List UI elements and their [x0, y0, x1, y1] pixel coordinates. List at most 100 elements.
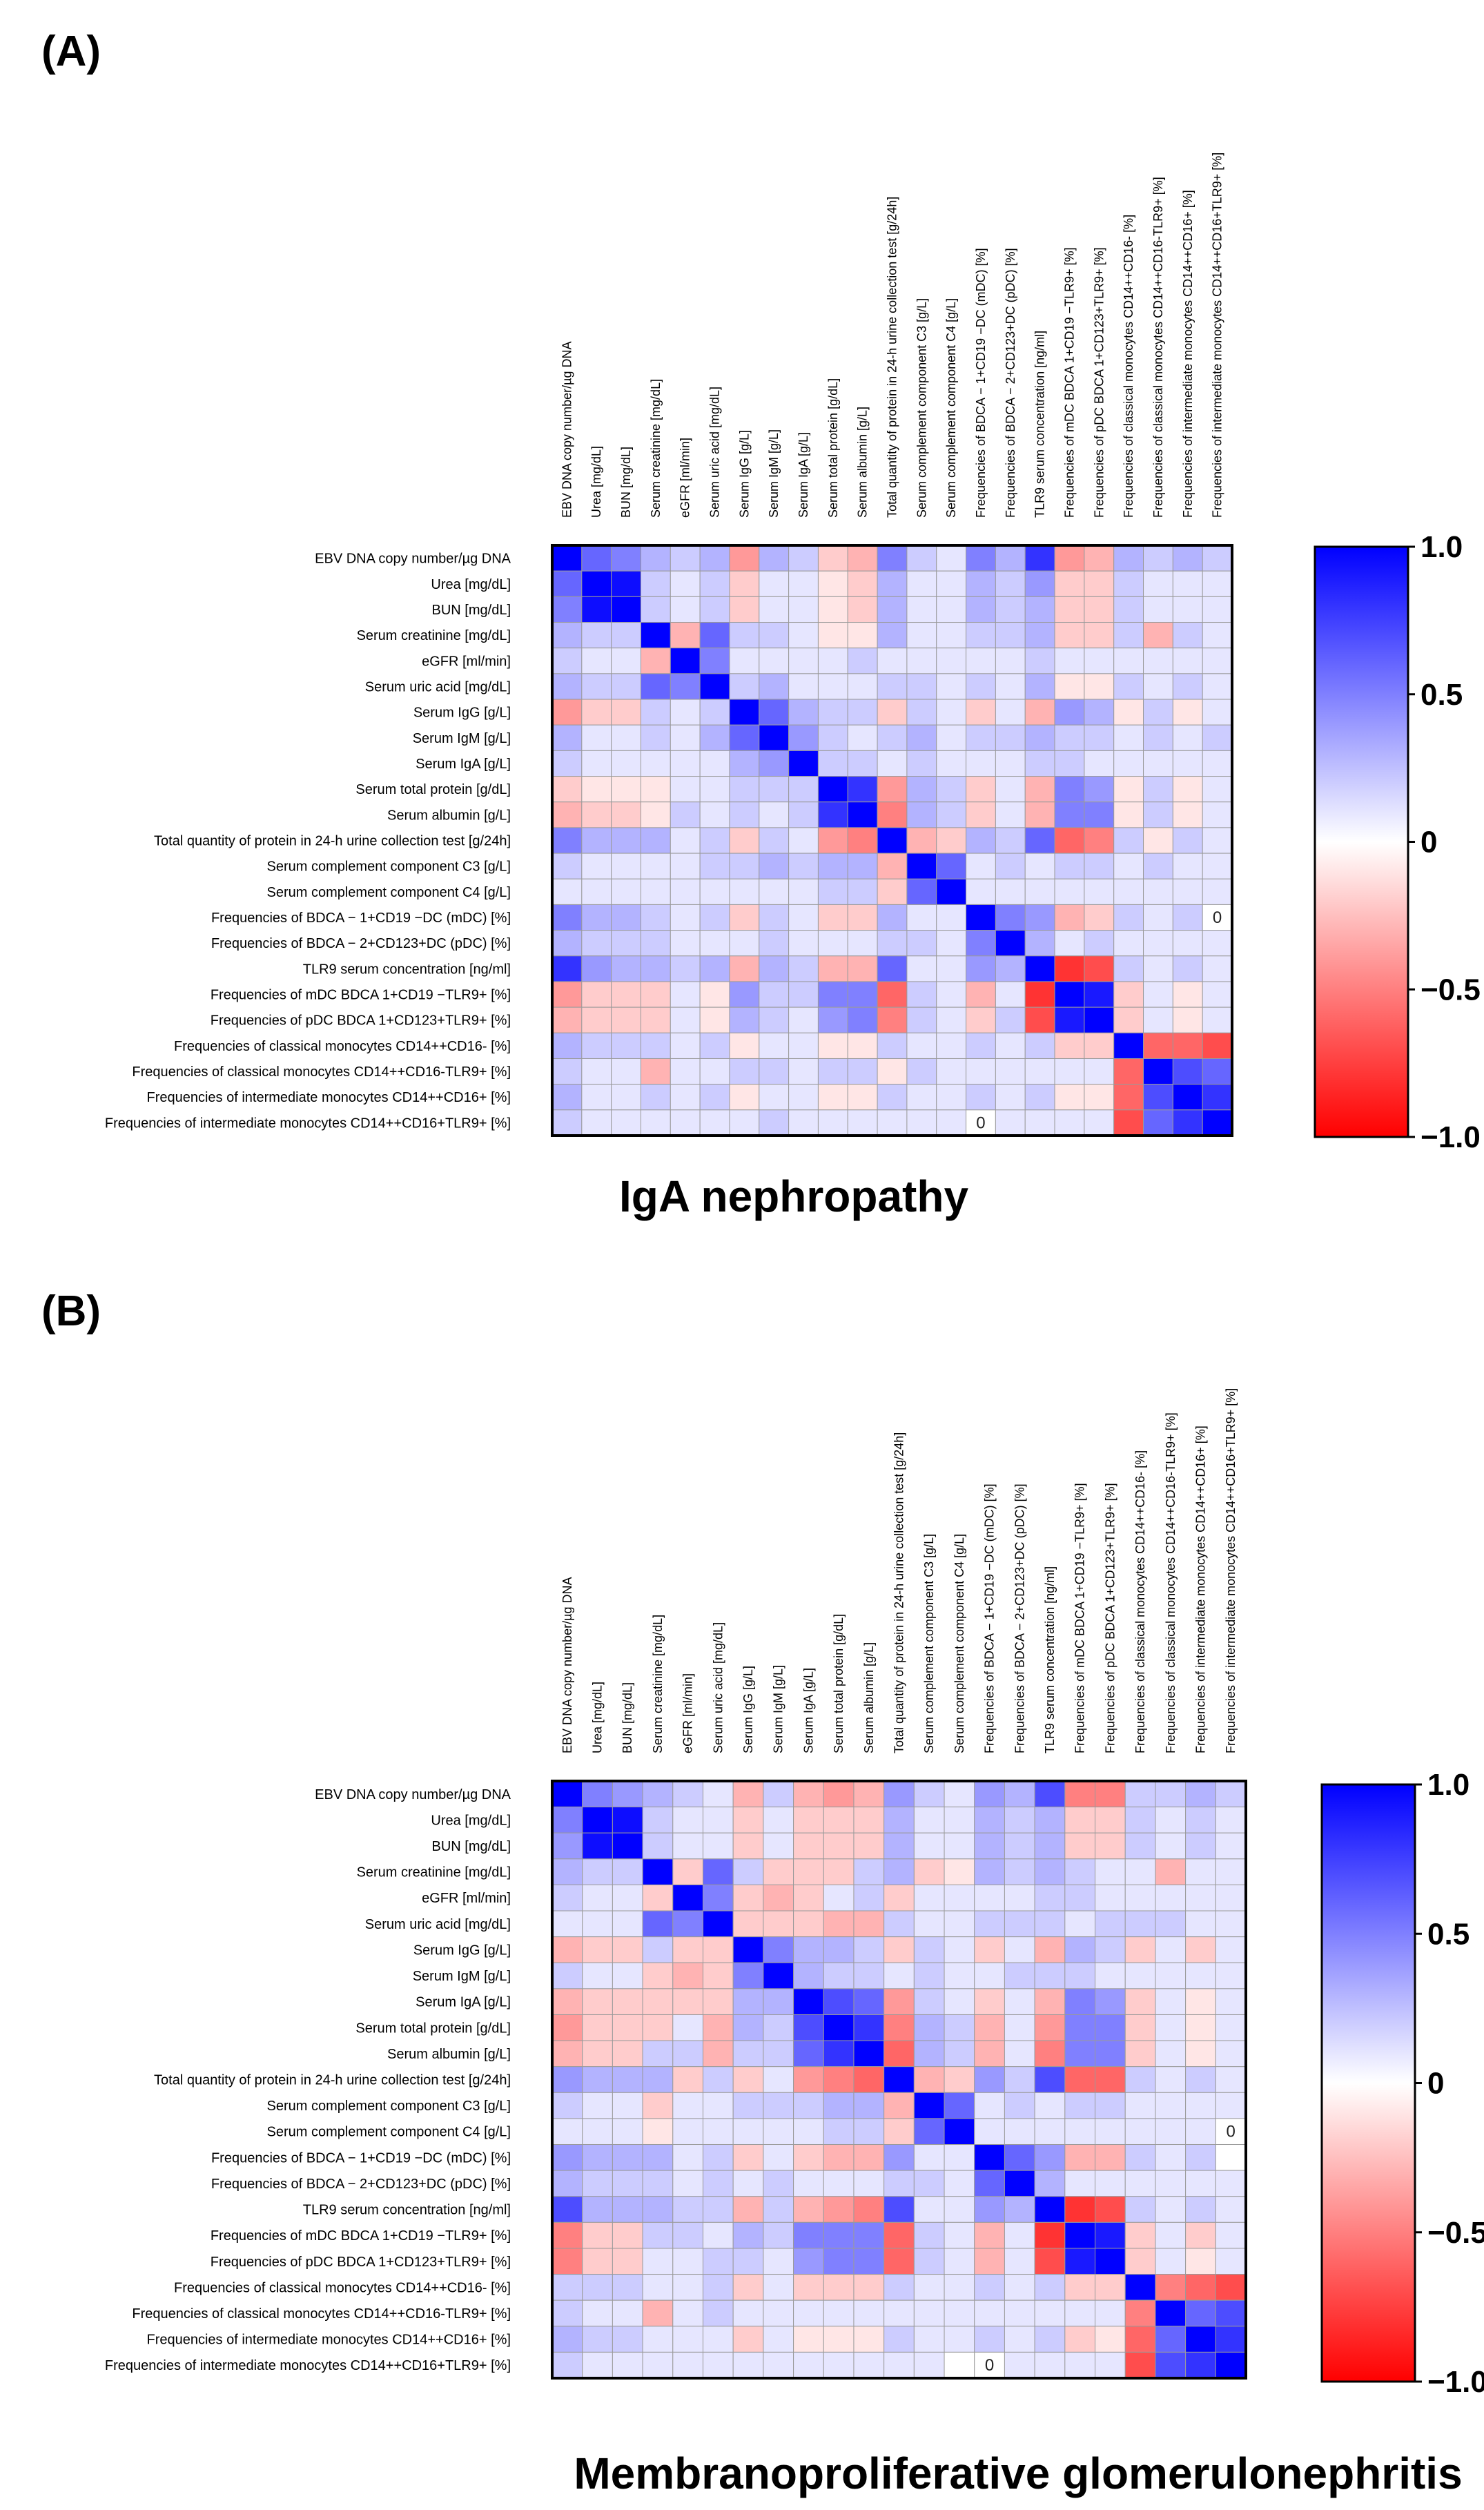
heatmap-cell	[732, 1807, 764, 1833]
heatmap-cell	[1143, 981, 1173, 1008]
heatmap-cell	[788, 699, 819, 726]
heatmap-cell	[642, 1832, 674, 1860]
heatmap-cell	[974, 2066, 1005, 2093]
heatmap-cell	[944, 1962, 975, 1989]
heatmap-cell	[974, 2326, 1005, 2353]
heatmap-cell	[729, 776, 760, 803]
heatmap-cell	[995, 622, 1026, 649]
heatmap-cell	[1113, 699, 1144, 726]
heatmap-cell	[1064, 2040, 1096, 2068]
heatmap-cell	[1113, 570, 1144, 597]
heatmap-cell	[551, 1780, 583, 1808]
heatmap-cell	[1004, 2299, 1035, 2327]
heatmap-cell	[1113, 930, 1144, 957]
heatmap-cell	[1113, 673, 1144, 700]
heatmap-cell	[611, 545, 641, 572]
heatmap-cell	[763, 2040, 794, 2068]
heatmap-cell	[1095, 2144, 1126, 2171]
heatmap-cell	[642, 2248, 674, 2275]
heatmap-cell	[1034, 2221, 1066, 2249]
heatmap-cell	[1143, 1084, 1173, 1111]
heatmap-cell	[793, 2144, 824, 2171]
heatmap-cell	[847, 673, 878, 700]
heatmap-cell	[763, 2248, 794, 2275]
heatmap-cell	[1095, 2326, 1126, 2353]
heatmap-cell	[906, 570, 937, 597]
heatmap-cell	[1064, 2092, 1096, 2119]
heatmap-cell	[817, 1084, 848, 1111]
heatmap-cell	[817, 596, 848, 623]
heatmap-cell	[877, 801, 908, 828]
colorbar-tick-label: 0.5	[1420, 678, 1463, 712]
heatmap-cell	[1024, 981, 1055, 1008]
heatmap-cell	[581, 596, 612, 623]
heatmap-cell	[1172, 1109, 1203, 1136]
heatmap-cell	[551, 1058, 583, 1085]
row-label: Frequencies of BDCA − 1+CD19 −DC (mDC) […	[211, 2150, 511, 2166]
heatmap-cell	[1024, 724, 1055, 751]
heatmap-cell	[1185, 2092, 1216, 2119]
heatmap-cell	[853, 2221, 885, 2249]
heatmap-cell	[853, 1884, 885, 1911]
heatmap-cell	[551, 2351, 583, 2379]
heatmap-cell	[1034, 2014, 1066, 2041]
heatmap-cell	[699, 545, 730, 572]
heatmap-cell	[1124, 2248, 1156, 2275]
heatmap-cell	[551, 2040, 583, 2068]
heatmap-cell	[611, 1058, 641, 1085]
heatmap-cell	[702, 1962, 734, 1989]
heatmap-cell	[823, 2144, 855, 2171]
heatmap-cell	[611, 1084, 641, 1111]
heatmap-cell	[1095, 1858, 1126, 1885]
heatmap-cell	[1172, 622, 1203, 649]
heatmap-cell	[1143, 622, 1173, 649]
heatmap-cell	[699, 930, 730, 957]
heatmap-cell	[1064, 2118, 1096, 2146]
heatmap-cell	[1215, 1962, 1247, 1989]
heatmap-cell	[936, 1084, 967, 1111]
heatmap-cell	[906, 827, 937, 854]
heatmap-cell	[1054, 648, 1085, 674]
heatmap-cell	[581, 699, 612, 726]
heatmap-cell	[1095, 1910, 1126, 1938]
heatmap-cell	[906, 596, 937, 623]
heatmap-cell	[1064, 2274, 1096, 2301]
heatmap-cell	[551, 2170, 583, 2197]
heatmap-cell	[1172, 1058, 1203, 1085]
heatmap-cell	[582, 2170, 613, 2197]
row-label: Frequencies of classical monocytes CD14+…	[132, 2306, 511, 2322]
heatmap-cell	[1215, 1780, 1247, 1808]
heatmap-cell	[847, 955, 878, 982]
heatmap-cell	[1215, 2248, 1247, 2275]
heatmap-cell	[944, 1988, 975, 2015]
heatmap-cell	[817, 878, 848, 905]
heatmap-cell	[793, 1962, 824, 1989]
heatmap-cell	[793, 1807, 824, 1833]
heatmap-cell	[823, 2040, 855, 2068]
colorbar-tick-label: 1.0	[1420, 530, 1463, 564]
heatmap-cell	[1024, 1006, 1055, 1033]
heatmap-cell	[1084, 878, 1115, 905]
heatmap-cell	[611, 930, 641, 957]
heatmap-cell	[823, 1936, 855, 1963]
heatmap-cell	[1064, 1780, 1096, 1808]
heatmap-cell	[906, 1006, 937, 1033]
heatmap-cell	[612, 2248, 643, 2275]
heatmap-cell	[1124, 1884, 1156, 1911]
heatmap-cell	[1124, 2351, 1156, 2379]
heatmap-cell	[1215, 1884, 1247, 1911]
heatmap-cell	[1185, 2326, 1216, 2353]
heatmap-cell	[906, 545, 937, 572]
heatmap-cell	[853, 2170, 885, 2197]
heatmap-cell	[944, 2351, 975, 2379]
heatmap-cell	[1202, 853, 1233, 879]
heatmap-cell	[1202, 930, 1233, 957]
heatmap-cell	[793, 1780, 824, 1808]
heatmap-cell	[823, 2274, 855, 2301]
heatmap-cell	[702, 2274, 734, 2301]
heatmap-cell	[1084, 1109, 1115, 1136]
column-label: Frequencies of mDC BDCA 1+CD19 −TLR9+ [%…	[1062, 247, 1076, 518]
heatmap-cell	[793, 2248, 824, 2275]
heatmap-cell	[1155, 1962, 1187, 1989]
heatmap-cell	[936, 724, 967, 751]
